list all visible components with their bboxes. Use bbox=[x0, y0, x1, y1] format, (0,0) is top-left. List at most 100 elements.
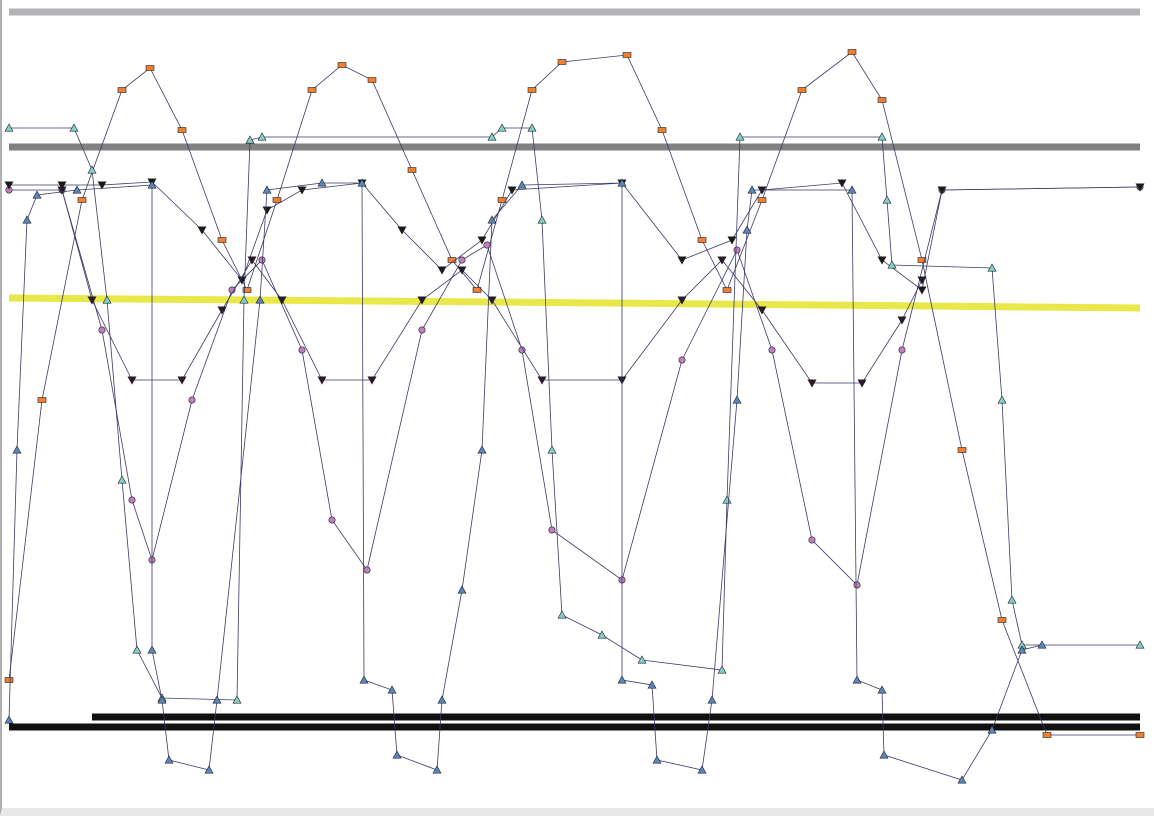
marker bbox=[733, 246, 741, 254]
reference-line bbox=[8, 294, 1141, 312]
marker bbox=[132, 645, 142, 654]
marker bbox=[145, 65, 155, 71]
marker bbox=[197, 226, 207, 235]
marker bbox=[417, 296, 427, 305]
marker bbox=[987, 725, 997, 734]
marker bbox=[735, 132, 745, 141]
marker bbox=[437, 266, 447, 275]
marker bbox=[617, 675, 627, 684]
marker bbox=[298, 346, 306, 354]
marker bbox=[359, 675, 369, 684]
marker bbox=[102, 295, 112, 304]
marker bbox=[164, 755, 174, 764]
marker bbox=[69, 123, 79, 132]
marker bbox=[477, 445, 487, 454]
marker bbox=[483, 241, 491, 249]
marker bbox=[217, 306, 227, 315]
marker bbox=[212, 695, 222, 704]
marker bbox=[852, 675, 862, 684]
marker bbox=[247, 256, 257, 265]
marker bbox=[917, 286, 927, 295]
marker bbox=[472, 287, 482, 293]
marker bbox=[367, 376, 377, 385]
marker bbox=[4, 123, 14, 132]
marker bbox=[328, 516, 336, 524]
marker bbox=[857, 379, 867, 388]
marker bbox=[847, 49, 857, 55]
marker bbox=[262, 206, 272, 215]
marker bbox=[188, 396, 196, 404]
marker bbox=[518, 346, 526, 354]
marker bbox=[697, 237, 707, 243]
marker bbox=[432, 765, 442, 774]
marker bbox=[487, 132, 497, 141]
marker bbox=[879, 750, 889, 759]
marker bbox=[1135, 732, 1145, 738]
marker bbox=[887, 260, 897, 269]
marker bbox=[12, 445, 22, 454]
marker bbox=[847, 185, 857, 194]
marker bbox=[957, 775, 967, 784]
marker bbox=[757, 197, 767, 203]
marker bbox=[72, 185, 82, 194]
marker bbox=[367, 77, 377, 83]
marker bbox=[37, 397, 47, 403]
marker bbox=[242, 287, 252, 293]
marker bbox=[622, 52, 632, 58]
marker bbox=[717, 665, 727, 674]
marker bbox=[707, 695, 717, 704]
marker bbox=[128, 496, 136, 504]
marker bbox=[757, 306, 767, 315]
marker bbox=[458, 256, 466, 264]
marker bbox=[4, 715, 14, 724]
marker bbox=[957, 447, 967, 453]
marker bbox=[357, 178, 367, 187]
marker bbox=[1007, 595, 1017, 604]
marker bbox=[217, 237, 227, 243]
marker bbox=[204, 765, 214, 774]
marker bbox=[987, 263, 997, 272]
marker bbox=[407, 167, 417, 173]
marker bbox=[657, 127, 667, 133]
marker bbox=[717, 256, 727, 265]
series-line bbox=[9, 186, 1141, 586]
marker bbox=[652, 755, 662, 764]
marker bbox=[727, 236, 737, 245]
marker bbox=[747, 185, 757, 194]
marker bbox=[117, 475, 127, 484]
marker bbox=[245, 135, 255, 144]
marker bbox=[877, 256, 887, 265]
marker bbox=[32, 190, 42, 199]
marker bbox=[807, 379, 817, 388]
marker bbox=[617, 178, 627, 187]
marker bbox=[4, 677, 14, 683]
series-line bbox=[9, 127, 1140, 701]
marker bbox=[557, 610, 567, 619]
marker bbox=[147, 180, 157, 189]
marker bbox=[255, 295, 265, 304]
marker bbox=[307, 87, 317, 93]
marker bbox=[877, 97, 887, 103]
marker bbox=[1017, 645, 1027, 654]
marker bbox=[487, 215, 497, 224]
marker bbox=[997, 617, 1007, 623]
marker bbox=[22, 215, 32, 224]
marker bbox=[457, 266, 467, 275]
marker bbox=[97, 181, 107, 190]
marker bbox=[537, 376, 547, 385]
marker bbox=[87, 296, 97, 305]
marker bbox=[277, 296, 287, 305]
marker bbox=[477, 236, 487, 245]
marker bbox=[57, 181, 67, 190]
series-line bbox=[8, 51, 1140, 736]
marker bbox=[239, 295, 249, 304]
marker bbox=[768, 346, 776, 354]
marker bbox=[677, 296, 687, 305]
marker bbox=[258, 256, 266, 264]
marker bbox=[517, 180, 527, 189]
marker bbox=[147, 645, 157, 654]
marker bbox=[697, 765, 707, 774]
marker bbox=[722, 495, 732, 504]
